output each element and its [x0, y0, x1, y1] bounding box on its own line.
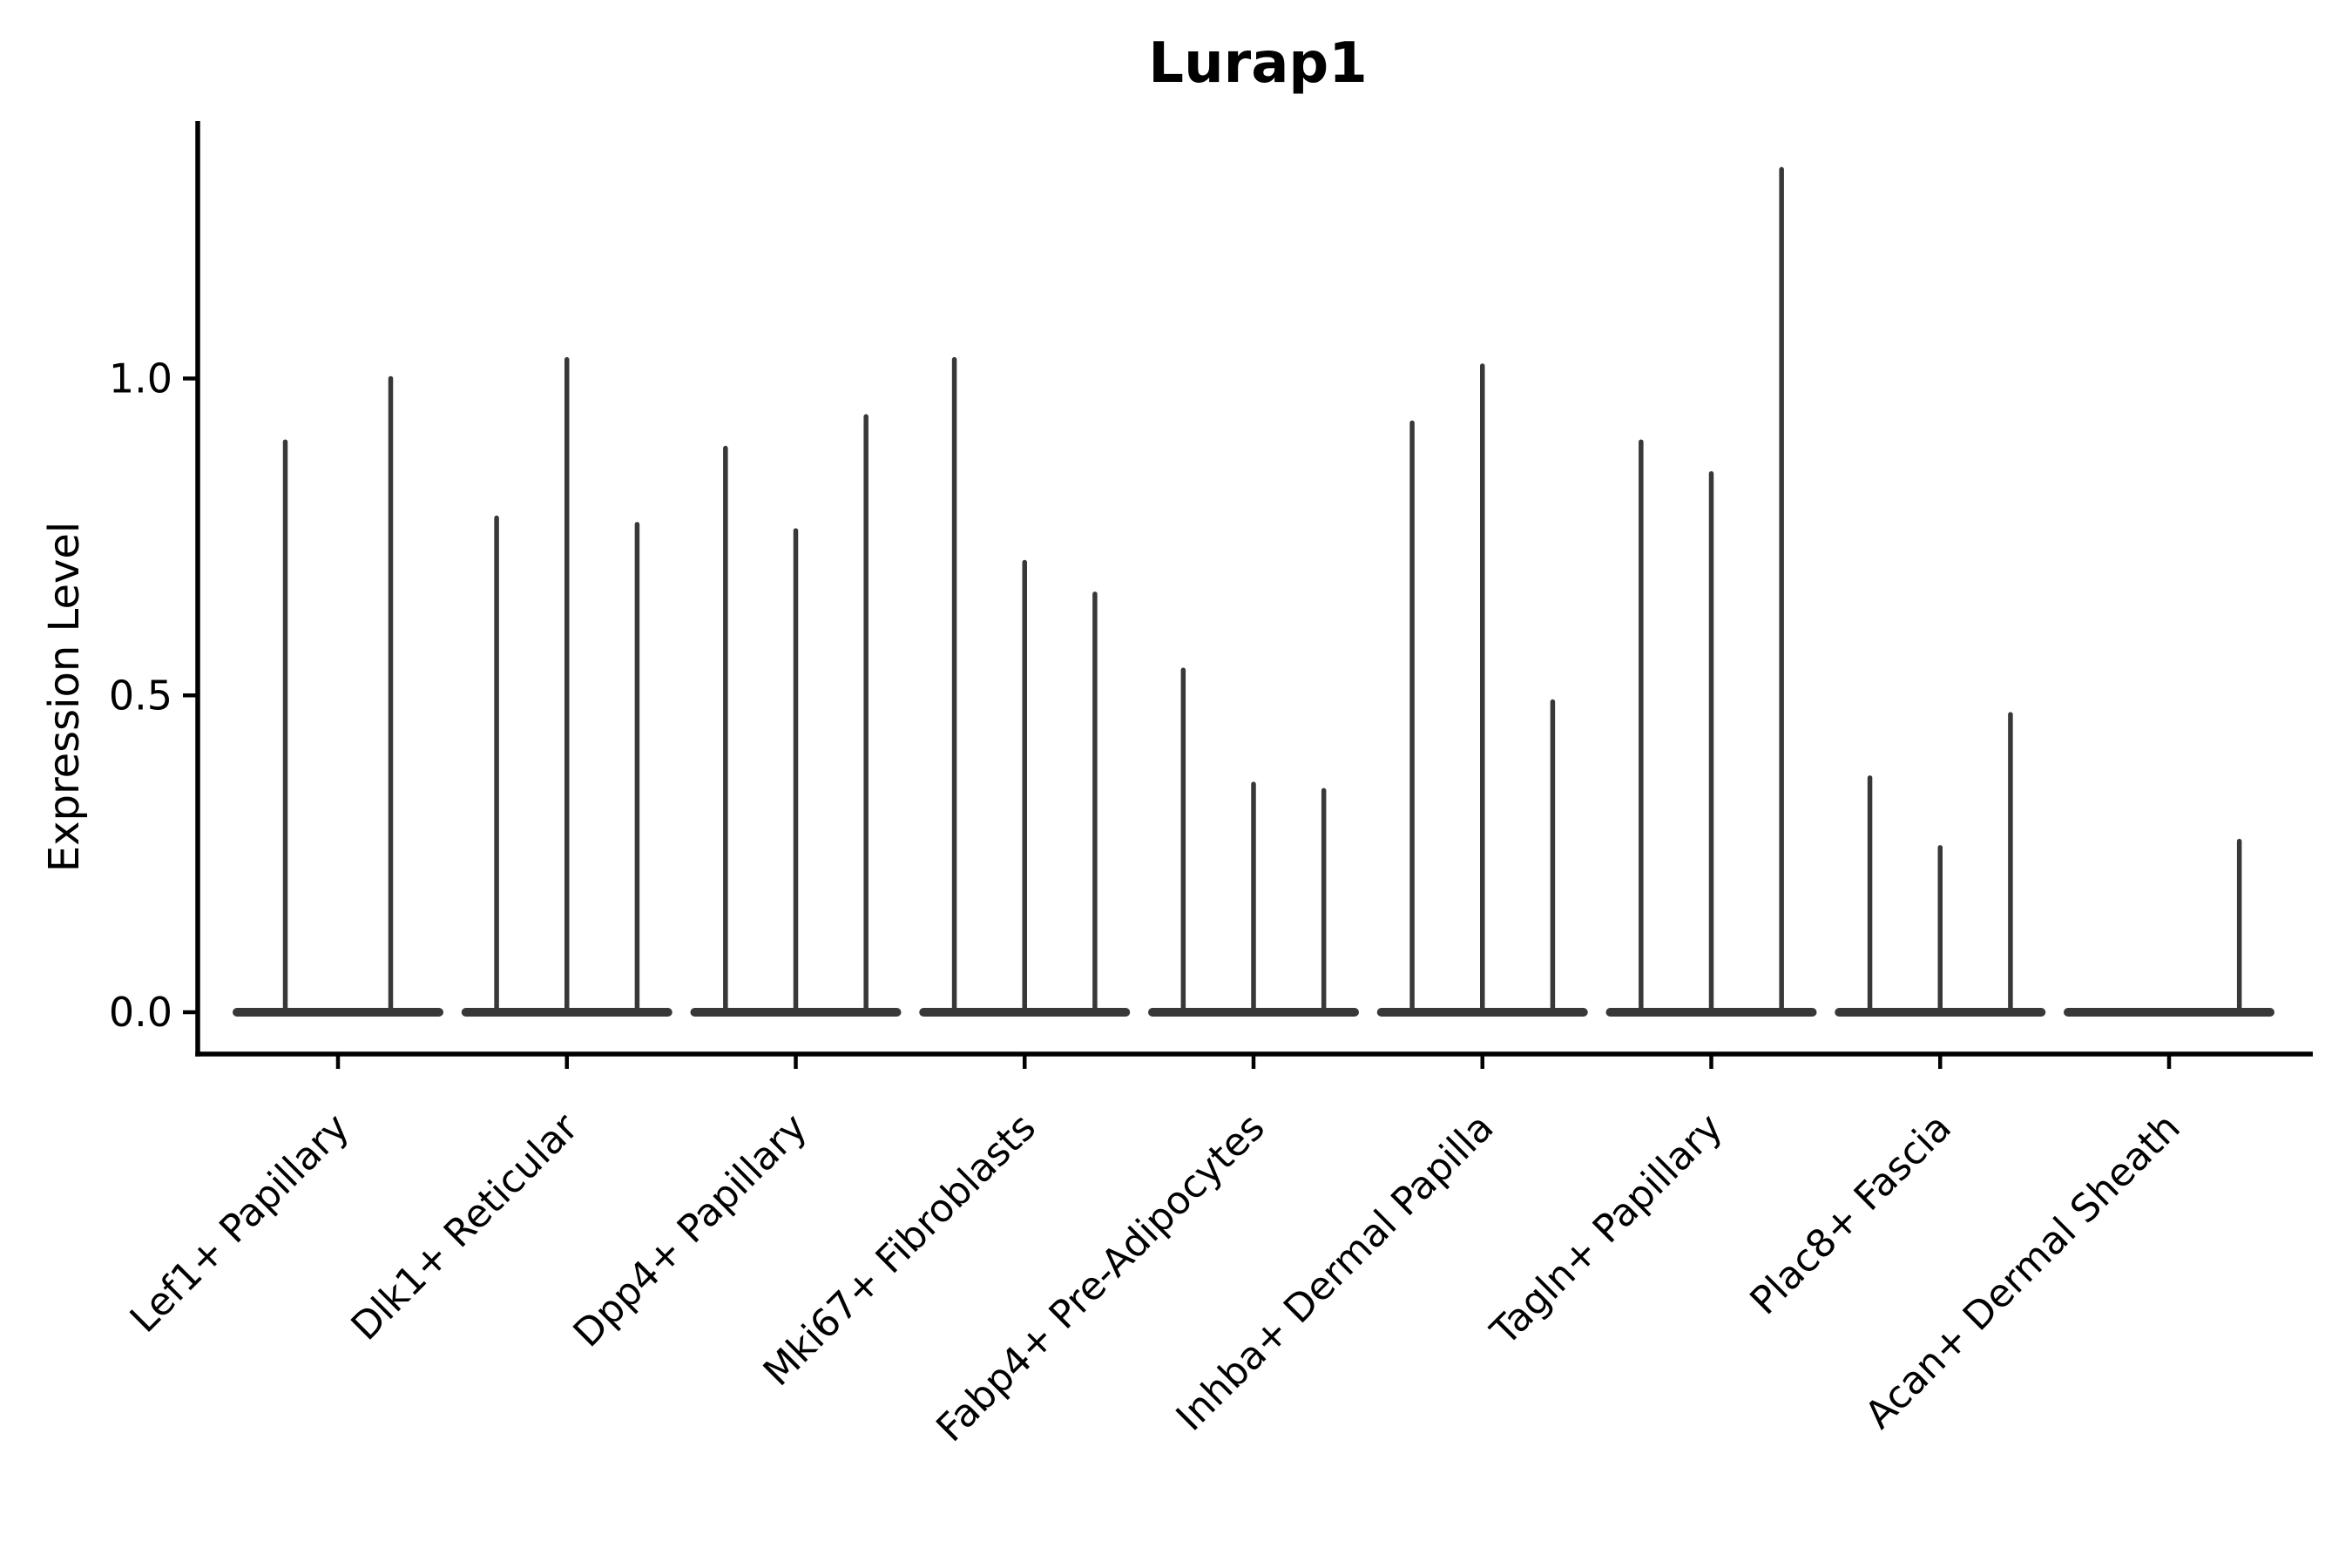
violin-group [1376, 363, 1588, 1017]
violin-group [233, 375, 443, 1017]
violin-group [1835, 712, 2046, 1017]
y-tick-label: 0.0 [109, 989, 172, 1036]
violin-group [2064, 838, 2274, 1017]
violin-group [461, 356, 672, 1017]
violin-group [1605, 166, 1817, 1017]
violin-group [919, 356, 1131, 1017]
x-category-label: Plac8+ Fascia [1742, 1105, 1961, 1324]
chart-title: Lurap1 [1148, 31, 1368, 96]
y-tick-label: 0.5 [109, 672, 172, 719]
y-tick-label: 1.0 [109, 355, 172, 402]
x-category-label: Dlk1+ Reticular [343, 1105, 588, 1349]
violin-group [1148, 667, 1359, 1017]
x-category-label: Tagln+ Papillary [1482, 1105, 1731, 1355]
violin-group [690, 414, 902, 1017]
violin-baseline [2064, 1008, 2274, 1017]
x-category-label: Lef1+ Papillary [122, 1105, 358, 1342]
violin-baseline [233, 1008, 443, 1017]
x-category-label: Dpp4+ Papillary [565, 1105, 816, 1356]
